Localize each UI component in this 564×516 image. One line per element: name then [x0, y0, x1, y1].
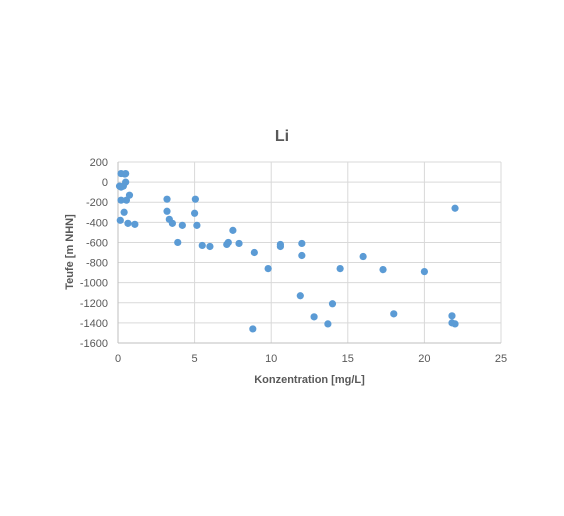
- x-tick-labels: 0 5 10 15 20 25: [115, 353, 507, 365]
- data-point: [390, 310, 398, 318]
- data-point: [224, 238, 232, 247]
- data-point: [116, 216, 124, 224]
- data-point: [359, 252, 367, 261]
- data-point: [163, 207, 171, 215]
- x-tick-label: 15: [342, 353, 354, 365]
- x-tick-label: 20: [418, 353, 430, 365]
- data-point: [324, 320, 332, 328]
- data-point: [131, 220, 139, 228]
- y-tick-label: 0: [102, 177, 108, 189]
- data-point: [276, 240, 284, 249]
- x-tick-label: 5: [192, 353, 198, 365]
- data-point: [451, 320, 459, 328]
- data-point: [124, 219, 132, 227]
- data-point: [122, 196, 131, 204]
- y-tick-label: -1400: [80, 318, 108, 330]
- chart-title: Li: [275, 128, 289, 145]
- data-point: [336, 264, 344, 273]
- x-tick-label: 0: [115, 353, 121, 365]
- y-tick-label: -800: [86, 258, 108, 270]
- data-point: [121, 170, 129, 178]
- y-tick-label: 200: [90, 157, 108, 169]
- data-point: [120, 208, 128, 216]
- data-point: [264, 264, 272, 273]
- data-point: [296, 292, 304, 300]
- x-tick-label: 10: [265, 353, 277, 365]
- data-point: [379, 265, 387, 274]
- data-point: [298, 251, 306, 260]
- data-point: [198, 241, 206, 250]
- data-point: [191, 209, 199, 217]
- data-point: [174, 238, 182, 247]
- data-point: [448, 312, 456, 320]
- data-point: [328, 300, 337, 308]
- x-axis-label: Konzentration [mg/L]: [254, 374, 365, 386]
- y-tick-label: -200: [86, 197, 108, 209]
- y-tick-label: -1000: [80, 278, 108, 290]
- data-point: [191, 195, 199, 203]
- y-tick-label: -400: [86, 217, 108, 229]
- data-point: [310, 313, 318, 321]
- data-point: [298, 239, 306, 248]
- data-point: [420, 268, 428, 276]
- data-point: [451, 204, 459, 212]
- data-points: [115, 169, 459, 333]
- x-tick-label: 25: [495, 353, 507, 365]
- data-point: [193, 221, 201, 229]
- y-tick-label: -1600: [80, 338, 108, 350]
- data-point: [122, 178, 130, 186]
- y-tick-label: -600: [86, 237, 108, 249]
- data-point: [117, 196, 125, 204]
- data-point: [235, 239, 243, 248]
- axes: [117, 162, 501, 344]
- data-point: [168, 219, 176, 227]
- y-tick-labels: 200 0 -200 -400 -600 -800 -1000 -1200 -1400 -1600: [80, 157, 108, 350]
- data-point: [206, 242, 214, 251]
- y-tick-label: -1200: [80, 298, 108, 310]
- data-point: [249, 325, 257, 333]
- data-point: [250, 248, 258, 257]
- y-axis-label: Teufe [m NHN]: [64, 214, 76, 290]
- data-point: [229, 226, 237, 234]
- gridlines: [117, 161, 502, 344]
- data-point: [178, 221, 186, 229]
- data-point: [163, 195, 171, 203]
